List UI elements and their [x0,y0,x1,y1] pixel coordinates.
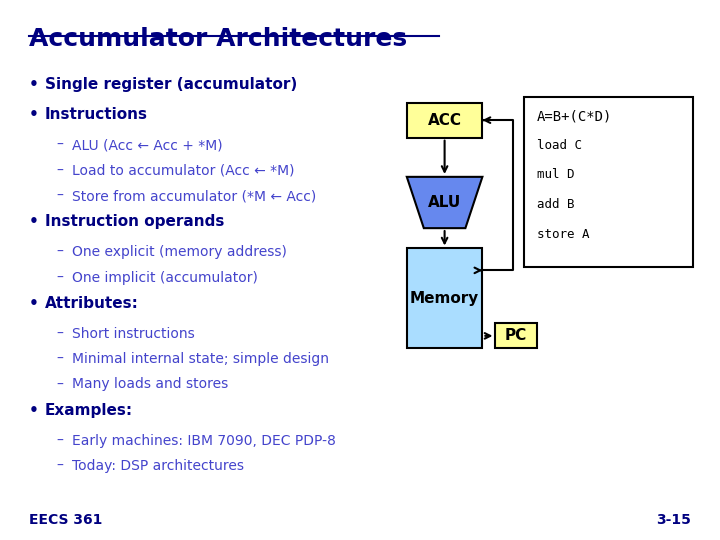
Text: –: – [56,352,63,366]
Text: –: – [56,377,63,392]
Text: Single register (accumulator): Single register (accumulator) [45,77,297,92]
Text: Minimal internal state; simple design: Minimal internal state; simple design [72,352,329,366]
Text: •: • [29,214,39,230]
Text: –: – [56,189,63,203]
Text: store A: store A [537,228,590,241]
Text: –: – [56,271,63,285]
Text: Store from accumulator (*M ← Acc): Store from accumulator (*M ← Acc) [72,189,316,203]
Text: Short instructions: Short instructions [72,327,194,341]
FancyBboxPatch shape [495,323,537,348]
Text: Attributes:: Attributes: [45,296,138,311]
Text: ALU (Acc ← Acc + *M): ALU (Acc ← Acc + *M) [72,138,222,152]
Text: Early machines: IBM 7090, DEC PDP-8: Early machines: IBM 7090, DEC PDP-8 [72,434,336,448]
Text: ACC: ACC [428,113,462,127]
Text: •: • [29,107,39,123]
Text: ALU: ALU [428,195,462,210]
Text: –: – [56,164,63,178]
Text: Today: DSP architectures: Today: DSP architectures [72,459,244,473]
Text: mul D: mul D [537,168,575,181]
Text: –: – [56,138,63,152]
Text: Instructions: Instructions [45,107,148,123]
Text: add B: add B [537,198,575,211]
Text: Load to accumulator (Acc ← *M): Load to accumulator (Acc ← *M) [72,164,294,178]
Text: •: • [29,77,39,92]
Text: One explicit (memory address): One explicit (memory address) [72,245,287,259]
Text: Instruction operands: Instruction operands [45,214,224,230]
FancyBboxPatch shape [524,97,693,267]
Text: •: • [29,296,39,311]
Text: •: • [29,403,39,418]
Text: –: – [56,327,63,341]
Text: 3-15: 3-15 [657,512,691,526]
Text: load C: load C [537,139,582,152]
FancyBboxPatch shape [407,103,482,138]
Polygon shape [407,177,482,228]
Text: EECS 361: EECS 361 [29,512,102,526]
FancyBboxPatch shape [407,248,482,348]
Text: One implicit (accumulator): One implicit (accumulator) [72,271,258,285]
Text: –: – [56,434,63,448]
Text: A=B+(C*D): A=B+(C*D) [537,109,613,123]
Text: PC: PC [505,328,527,343]
Text: –: – [56,245,63,259]
Text: –: – [56,459,63,473]
Text: Accumulator Architectures: Accumulator Architectures [29,27,407,51]
Text: Examples:: Examples: [45,403,132,418]
Text: Many loads and stores: Many loads and stores [72,377,228,392]
Text: Memory: Memory [410,291,480,306]
